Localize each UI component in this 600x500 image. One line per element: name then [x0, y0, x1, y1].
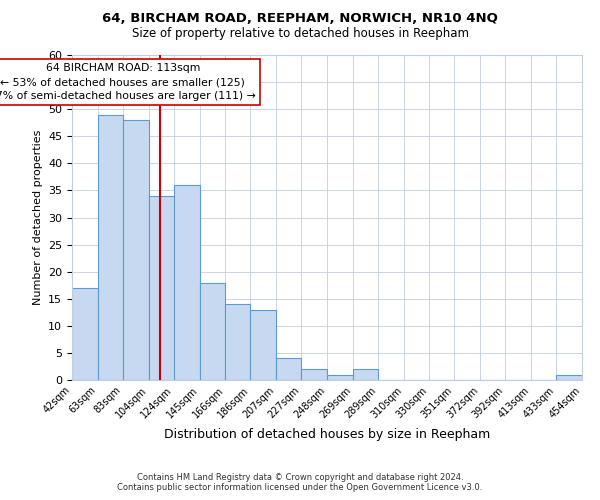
Text: 64 BIRCHAM ROAD: 113sqm
← 53% of detached houses are smaller (125)
47% of semi-d: 64 BIRCHAM ROAD: 113sqm ← 53% of detache…	[0, 63, 256, 101]
X-axis label: Distribution of detached houses by size in Reepham: Distribution of detached houses by size …	[164, 428, 490, 441]
Bar	[353, 369, 378, 380]
Bar	[276, 358, 301, 380]
Text: Contains HM Land Registry data © Crown copyright and database right 2024.
Contai: Contains HM Land Registry data © Crown c…	[118, 473, 482, 492]
Text: 64, BIRCHAM ROAD, REEPHAM, NORWICH, NR10 4NQ: 64, BIRCHAM ROAD, REEPHAM, NORWICH, NR10…	[102, 12, 498, 26]
Y-axis label: Number of detached properties: Number of detached properties	[32, 130, 43, 305]
Bar	[72, 288, 98, 380]
Bar	[149, 196, 173, 380]
Bar	[556, 374, 582, 380]
Text: Size of property relative to detached houses in Reepham: Size of property relative to detached ho…	[131, 28, 469, 40]
Bar	[173, 185, 199, 380]
Bar	[123, 120, 149, 380]
Bar	[226, 304, 250, 380]
Bar	[98, 114, 123, 380]
Bar	[199, 282, 226, 380]
Bar	[301, 369, 327, 380]
Bar	[250, 310, 276, 380]
Bar	[327, 374, 353, 380]
